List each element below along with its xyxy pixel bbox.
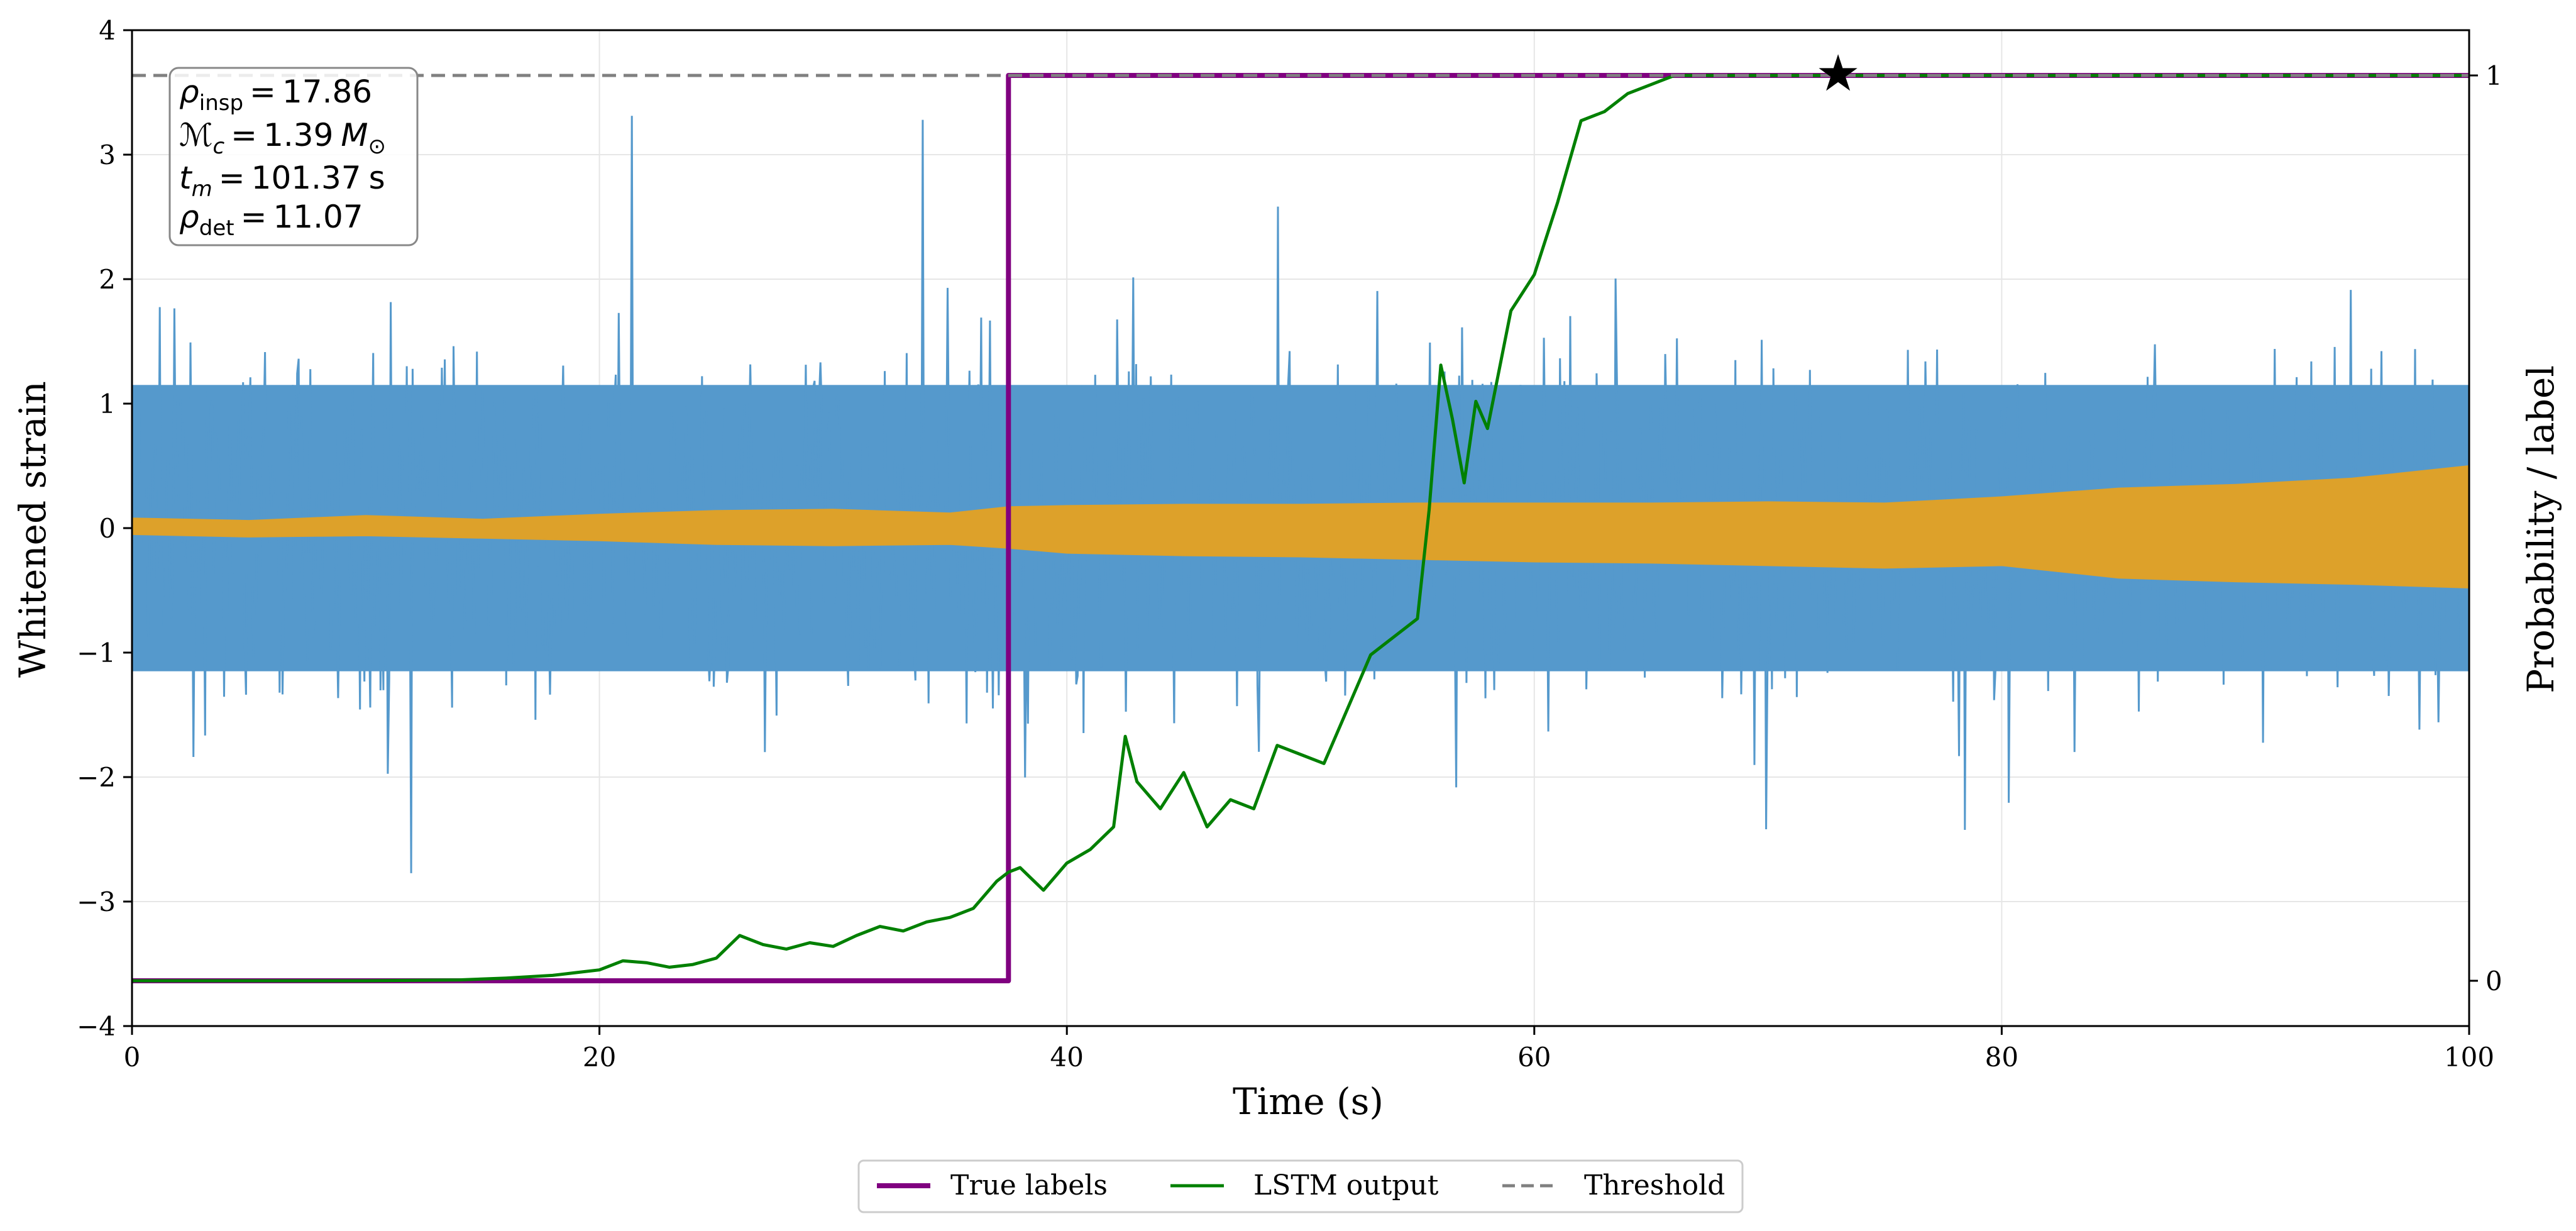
y-tick-label: 0 <box>99 513 116 544</box>
x-tick-label: 40 <box>1050 1042 1083 1073</box>
x-axis-ticks: 0 20 40 60 80 100 <box>124 1026 2494 1073</box>
series-layer: ★ <box>132 44 2469 983</box>
y-tick-label: −2 <box>77 762 116 793</box>
right-y-axis-ticks: 01 <box>2469 60 2502 996</box>
legend-label-true-labels: True labels <box>950 1169 1108 1201</box>
y-tick-label: 4 <box>99 15 116 46</box>
x-tick-label: 20 <box>583 1042 616 1073</box>
y-axis-label: Whitened strain <box>11 381 54 678</box>
legend-label-lstm-output: LSTM output <box>1253 1169 1439 1201</box>
x-tick-label: 60 <box>1517 1042 1551 1073</box>
x-tick-label: 100 <box>2444 1042 2494 1073</box>
detection-star-marker: ★ <box>1815 44 1861 102</box>
y-tick-label: −3 <box>77 886 116 917</box>
strain-noise-trace <box>131 116 2470 873</box>
y-tick-label: 1 <box>99 389 116 419</box>
legend: True labels LSTM output Threshold <box>857 1159 1744 1213</box>
legend-frame <box>857 1159 1744 1213</box>
y-tick-label: 3 <box>99 140 116 170</box>
info-rho-insp: ρinsp = 17.86 <box>179 74 372 116</box>
right-y-tick-label: 1 <box>2485 60 2502 91</box>
info-merger-time: tm = 101.37 s <box>179 160 385 202</box>
info-rho-det: ρdet = 11.07 <box>179 199 363 241</box>
y-tick-label: −4 <box>77 1011 116 1042</box>
info-box: ρinsp = 17.86 ℳc = 1.39 M⊙ tm = 101.37 s ρdet = 11… <box>168 67 419 246</box>
right-y-tick-label: 0 <box>2485 966 2502 996</box>
legend-label-threshold: Threshold <box>1584 1169 1725 1201</box>
x-axis-label: Time (s) <box>1233 1080 1384 1123</box>
series-lstm-output <box>132 74 2469 983</box>
y-tick-label: 2 <box>99 264 116 295</box>
x-tick-label: 0 <box>124 1042 141 1073</box>
y-tick-label: −1 <box>77 638 116 668</box>
info-chirp-mass: ℳc = 1.39 M⊙ <box>179 117 386 159</box>
right-y-axis-label: Probability / label <box>2519 365 2562 693</box>
y-axis-ticks: −4 −3 −2 −1 0 1 2 3 4 <box>77 15 132 1042</box>
x-tick-label: 80 <box>1985 1042 2018 1073</box>
